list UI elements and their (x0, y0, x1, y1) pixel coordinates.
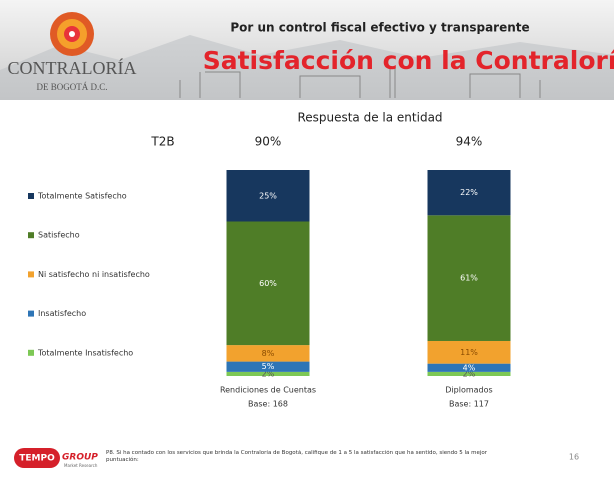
value-label: 61% (460, 274, 478, 283)
value-label: 8% (262, 349, 275, 358)
bar-segment (226, 345, 310, 362)
org-sub: DE BOGOTÁ D.C. (37, 82, 108, 92)
legend-label: Totalmente Satisfecho (37, 192, 127, 201)
value-label: 2% (262, 369, 275, 378)
page-number: 16 (569, 453, 579, 462)
category-label: Rendiciones de Cuentas (220, 386, 316, 395)
base-label: Base: 168 (248, 400, 288, 409)
mountains (0, 35, 614, 100)
value-label: 2% (463, 369, 476, 378)
bar-segment (427, 170, 511, 216)
t2b-value: 94% (456, 135, 483, 149)
logo (50, 12, 94, 56)
chart-title: Respuesta de la entidad (297, 111, 442, 125)
legend-swatch (28, 310, 34, 317)
category-label: Diplomados (445, 386, 492, 395)
brand2: GROUP (62, 453, 98, 463)
note-box: P8. Si ha contado con los servicios que … (106, 450, 488, 463)
footer-logo: TEMPO GROUP Market Research (14, 448, 98, 468)
bar-segment (226, 170, 310, 222)
brand-sub: Market Research (64, 463, 98, 468)
legend-label: Insatisfecho (38, 309, 86, 318)
legend-swatch (28, 232, 34, 239)
legend-swatch (28, 349, 34, 356)
bar-segment (226, 221, 310, 346)
brand: TEMPO (19, 454, 55, 464)
bar-segment (226, 361, 310, 372)
t2b-value: 90% (255, 135, 282, 149)
subtitle: Por un control fiscal efectivo y transpa… (230, 21, 529, 35)
bar-segment (427, 215, 511, 341)
t2b-label: T2B (150, 135, 174, 149)
value-label: 11% (460, 348, 478, 357)
bar-segment (427, 371, 511, 376)
bar-segment (427, 363, 511, 372)
legend-label: Totalmente Insatisfecho (37, 348, 133, 357)
legend-label: Satisfecho (38, 231, 80, 240)
footnote: P8. Si ha contado con los servicios que … (106, 450, 488, 463)
legend-swatch (28, 271, 34, 278)
legend-swatch (28, 193, 34, 199)
legend-label: Ni satisfecho ni insatisfecho (38, 270, 150, 279)
org-name: CONTRALORÍA (8, 57, 137, 78)
bar-segment (226, 371, 310, 376)
value-label: 22% (460, 188, 478, 197)
value-label: 25% (259, 191, 277, 200)
base-label: Base: 117 (449, 400, 489, 409)
skyline (179, 68, 541, 98)
value-label: 4% (463, 363, 476, 372)
title: Satisfacción con la Contraloría (203, 46, 614, 75)
value-label: 5% (262, 362, 275, 371)
value-label: 60% (259, 279, 277, 288)
bar-segment (427, 340, 511, 364)
